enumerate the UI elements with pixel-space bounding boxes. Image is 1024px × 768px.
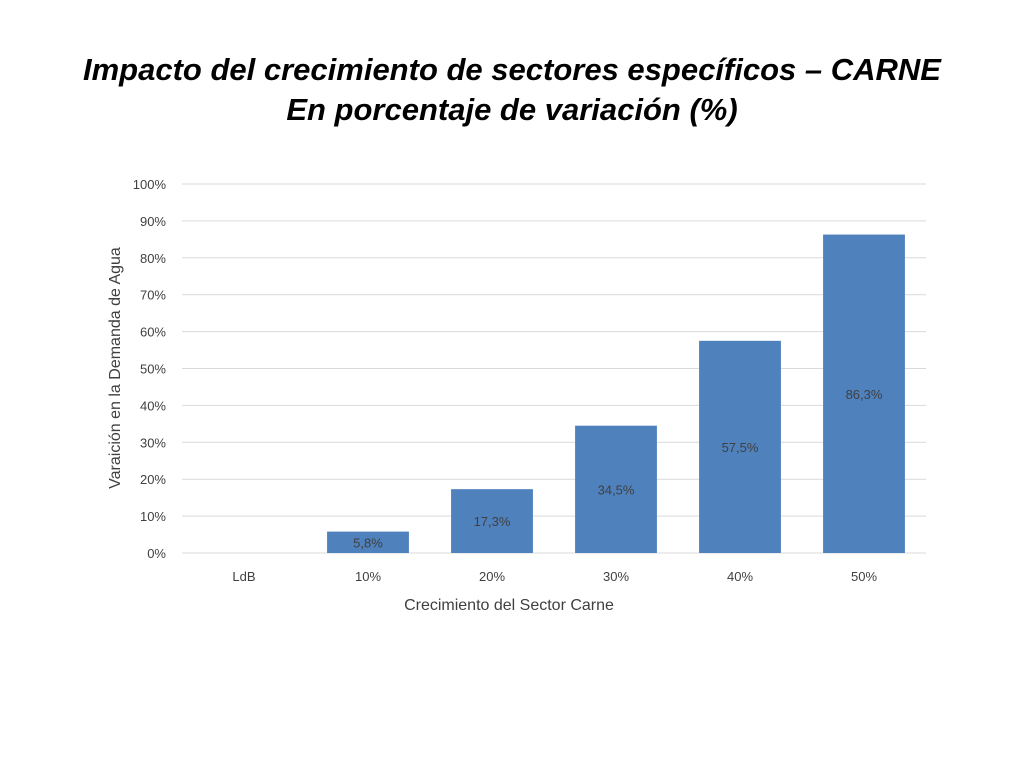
- y-tick-label: 70%: [140, 288, 166, 303]
- bar: [327, 531, 409, 553]
- bar: [451, 489, 533, 553]
- y-tick-label: 60%: [140, 325, 166, 340]
- data-label: 17,3%: [474, 514, 511, 529]
- bar: [823, 234, 905, 554]
- gridlines: [182, 183, 926, 554]
- y-tick-label: 50%: [140, 362, 166, 377]
- bars: [327, 234, 905, 554]
- y-tick-label: 0%: [147, 546, 166, 561]
- x-tick-label: 50%: [851, 569, 877, 584]
- x-axis-title: Crecimiento del Sector Carne: [404, 597, 614, 614]
- y-tick-label: 90%: [140, 214, 166, 229]
- data-label: 86,3%: [846, 387, 883, 402]
- x-axis-ticks: LdB 10% 20% 30% 40% 50%: [232, 569, 877, 584]
- chart-title-line2: En porcentaje de variación (%): [286, 92, 738, 127]
- y-axis-ticks: 0% 10% 20% 30% 40% 50% 60% 70% 80% 90% 100%: [133, 177, 167, 561]
- y-tick-label: 80%: [140, 251, 166, 266]
- y-tick-label: 40%: [140, 398, 166, 413]
- data-labels: 5,8% 17,3% 34,5% 57,5% 86,3%: [353, 387, 883, 551]
- y-axis-title: Varaición en la Demanda de Agua: [107, 247, 124, 489]
- x-tick-label: 20%: [479, 569, 505, 584]
- y-tick-label: 10%: [140, 509, 166, 524]
- bar: [575, 425, 657, 553]
- y-tick-label: 30%: [140, 435, 166, 450]
- y-tick-label: 20%: [140, 472, 166, 487]
- data-label: 5,8%: [353, 535, 383, 550]
- x-tick-label: 40%: [727, 569, 753, 584]
- bar: [699, 340, 781, 553]
- chart-title-line1: Impacto del crecimiento de sectores espe…: [83, 52, 941, 87]
- data-label: 34,5%: [598, 482, 635, 497]
- x-tick-label: LdB: [232, 569, 255, 584]
- chart-title: Impacto del crecimiento de sectores espe…: [0, 50, 1024, 130]
- data-label: 57,5%: [722, 440, 759, 455]
- x-tick-label: 10%: [355, 569, 381, 584]
- y-tick-label: 100%: [133, 177, 167, 192]
- x-tick-label: 30%: [603, 569, 629, 584]
